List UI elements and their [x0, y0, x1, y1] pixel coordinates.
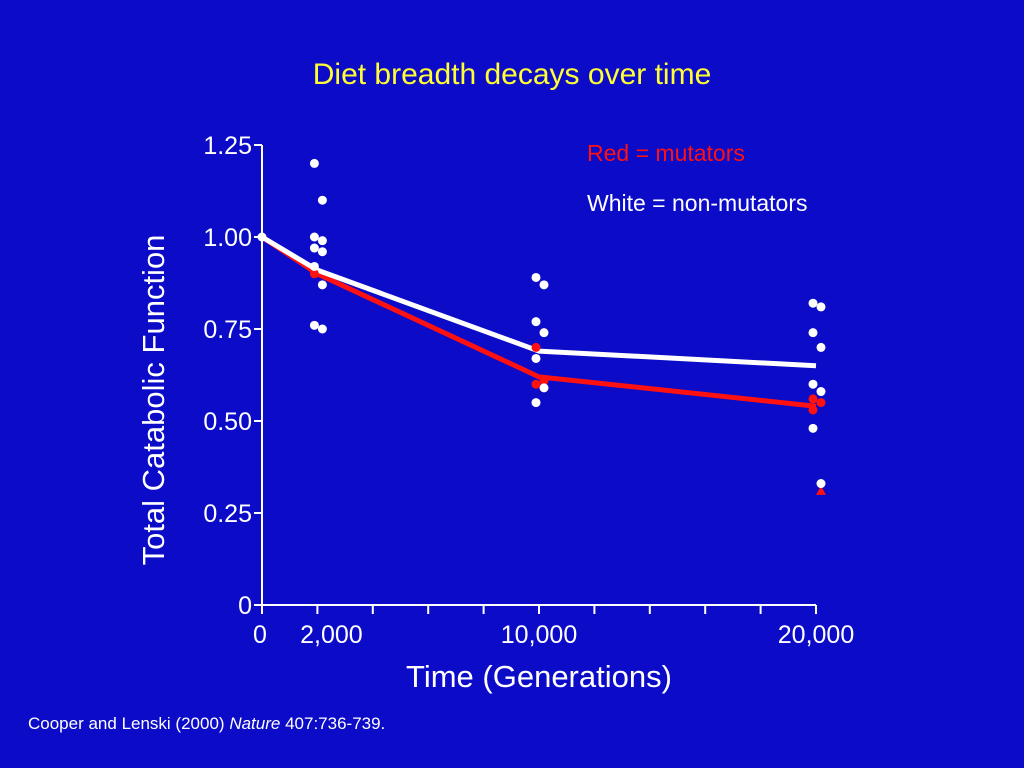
axes	[254, 144, 817, 614]
data-point-non-mutators	[808, 423, 818, 433]
data-point-non-mutators	[257, 232, 267, 242]
data-point-non-mutators	[816, 479, 826, 489]
data-point-non-mutators	[309, 243, 319, 253]
data-points	[257, 158, 826, 495]
data-point-non-mutators	[808, 328, 818, 338]
y-tick-label: 0	[238, 592, 252, 620]
data-point-non-mutators	[816, 302, 826, 312]
data-point-non-mutators	[531, 272, 541, 282]
data-point-non-mutators	[531, 353, 541, 363]
x-axis-title: Time (Generations)	[406, 659, 672, 694]
legend-entry: Red = mutators	[587, 140, 745, 166]
data-point-non-mutators	[309, 320, 319, 330]
citation-journal: Nature	[229, 714, 281, 733]
data-point-non-mutators	[531, 398, 541, 408]
data-point-non-mutators	[309, 158, 319, 168]
data-point-non-mutators	[317, 324, 327, 334]
data-point-non-mutators	[539, 280, 549, 290]
data-point-non-mutators	[317, 280, 327, 290]
data-point-non-mutators	[309, 261, 319, 271]
data-point-non-mutators	[539, 328, 549, 338]
data-point-non-mutators	[816, 387, 826, 397]
slide-title: Diet breadth decays over time	[312, 58, 712, 91]
data-point-non-mutators	[808, 379, 818, 389]
data-point-non-mutators	[808, 298, 818, 308]
data-point-mutators	[531, 342, 541, 352]
data-point-non-mutators	[309, 232, 319, 242]
mean-lines	[260, 234, 817, 409]
data-point-non-mutators	[317, 247, 327, 257]
y-tick-label: 0.75	[203, 316, 252, 344]
citation-pages: 407:736-739.	[285, 714, 386, 733]
data-point-non-mutators	[539, 383, 549, 393]
citation-authors: Cooper and Lenski (2000)	[28, 714, 225, 733]
data-point-non-mutators	[816, 342, 826, 352]
y-tick-label: 0.50	[203, 408, 252, 436]
x-tick-label: 2,000	[300, 621, 363, 649]
data-point-mutators	[309, 269, 319, 279]
y-tick-label: 1.00	[203, 224, 252, 252]
data-point-mutators	[816, 485, 826, 495]
data-point-mutators	[531, 379, 541, 389]
data-point-mutators	[808, 405, 818, 415]
x-tick-label: 10,000	[501, 621, 577, 649]
citation: Cooper and Lenski (2000) Nature 407:736-…	[28, 714, 385, 734]
y-axis-title: Total Catabolic Function	[136, 235, 171, 566]
data-point-non-mutators	[531, 317, 541, 327]
data-point-mutators	[816, 398, 826, 408]
data-point-mutators	[808, 394, 818, 404]
legend-entry: White = non-mutators	[587, 190, 808, 216]
x-tick-label: 20,000	[778, 621, 854, 649]
mean-line-non-mutators	[260, 234, 817, 369]
data-point-non-mutators	[317, 236, 327, 246]
x-tick-label: 0	[253, 621, 267, 649]
data-point-mutators	[539, 376, 549, 386]
y-tick-label: 1.25	[203, 132, 252, 160]
y-tick-label: 0.25	[203, 500, 252, 528]
chart-labels: 0 0.25 0.50 0.75 1.00 1.25 0 2,000 10,000 20,000 T…	[136, 132, 854, 694]
data-point-non-mutators	[317, 195, 327, 205]
